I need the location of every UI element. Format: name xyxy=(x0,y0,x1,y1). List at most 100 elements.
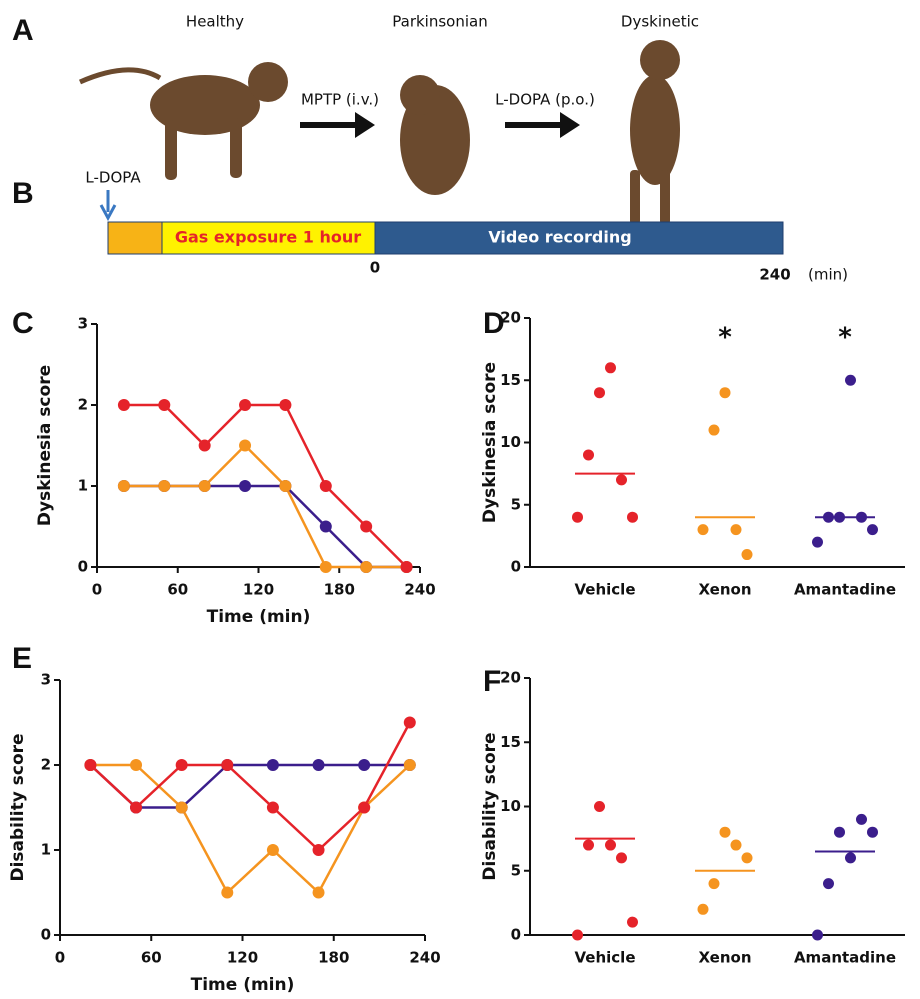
data-point xyxy=(708,424,720,436)
y-tick-label: 2 xyxy=(41,756,51,774)
data-point xyxy=(358,759,371,771)
data-point xyxy=(198,439,211,452)
y-tick-label: 0 xyxy=(511,558,521,576)
data-point xyxy=(697,903,709,915)
bar-segment xyxy=(374,221,784,255)
time-label: 240 xyxy=(759,266,790,284)
panel-letter: F xyxy=(483,665,501,698)
x-axis-label: Time (min) xyxy=(207,607,311,627)
x-tick-label: Vehicle xyxy=(575,949,636,967)
data-point xyxy=(266,759,279,771)
gas-label: Gas exposure 1 hour xyxy=(175,228,361,247)
data-point xyxy=(834,826,845,838)
data-point xyxy=(856,813,867,825)
x-tick-label: 120 xyxy=(227,949,258,967)
data-point xyxy=(400,561,413,573)
data-point xyxy=(130,759,143,771)
series-line xyxy=(89,721,411,852)
y-axis-label: Dyskinesia score xyxy=(480,362,500,523)
y-tick-label: 10 xyxy=(500,797,521,815)
data-point xyxy=(403,759,416,771)
y-tick-label: 5 xyxy=(511,495,521,513)
marker-label: L-DOPA xyxy=(85,169,141,187)
data-point xyxy=(572,929,583,941)
data-point xyxy=(583,449,594,461)
data-point xyxy=(823,878,834,890)
panel-letter: E xyxy=(12,642,32,675)
data-point xyxy=(358,801,371,814)
data-point xyxy=(719,387,731,399)
data-point xyxy=(319,561,332,573)
data-point xyxy=(605,839,616,851)
y-tick-label: 1 xyxy=(78,477,88,495)
x-tick-label: 0 xyxy=(55,949,65,967)
significance-marker: * xyxy=(838,323,852,353)
data-point xyxy=(812,929,823,941)
x-tick-label: Xenon xyxy=(699,949,752,967)
x-tick-label: Vehicle xyxy=(575,581,636,599)
data-point xyxy=(616,852,627,864)
data-point xyxy=(175,801,188,814)
data-point xyxy=(319,480,332,492)
x-tick-label: 180 xyxy=(318,949,349,967)
data-point xyxy=(266,844,279,856)
stage-label: Parkinsonian xyxy=(392,13,487,31)
y-tick-label: 15 xyxy=(500,733,521,751)
x-tick-label: 240 xyxy=(409,949,440,967)
significance-marker: * xyxy=(718,323,732,353)
panel-letter: A xyxy=(12,14,34,47)
arrow-label: MPTP (i.v.) xyxy=(301,91,379,109)
data-point xyxy=(360,561,373,573)
data-point xyxy=(708,878,720,890)
data-point xyxy=(117,399,130,411)
data-point xyxy=(730,524,742,536)
x-tick-label: 240 xyxy=(404,581,435,599)
y-tick-label: 3 xyxy=(78,315,88,333)
x-tick-label: Xenon xyxy=(699,581,752,599)
data-point xyxy=(239,399,252,411)
y-tick-label: 20 xyxy=(500,309,521,327)
data-point xyxy=(845,374,856,386)
x-tick-label: Amantadine xyxy=(794,949,896,967)
y-tick-label: 10 xyxy=(500,433,521,451)
data-point xyxy=(583,839,594,851)
y-axis-label: Dyskinesia score xyxy=(35,365,55,526)
data-point xyxy=(403,716,416,729)
data-point xyxy=(239,439,252,452)
data-point xyxy=(572,511,583,523)
data-point xyxy=(730,839,742,851)
data-point xyxy=(312,844,325,856)
data-point xyxy=(158,399,171,411)
time-label: 0 xyxy=(370,259,380,277)
panel-letter: B xyxy=(12,177,34,210)
data-point xyxy=(741,852,753,864)
monkey-illustrations xyxy=(78,40,680,225)
x-axis-label: Time (min) xyxy=(191,975,295,995)
data-point xyxy=(627,916,638,928)
data-point xyxy=(312,759,325,771)
data-point xyxy=(84,759,97,771)
data-point xyxy=(221,886,234,899)
arrow xyxy=(300,112,375,138)
y-tick-label: 3 xyxy=(41,671,51,689)
y-axis-label: Disability score xyxy=(8,733,28,881)
data-point xyxy=(697,524,709,536)
data-point xyxy=(812,536,823,548)
data-point xyxy=(605,362,616,374)
data-point xyxy=(117,480,130,492)
data-point xyxy=(867,524,878,536)
series-line xyxy=(123,403,408,568)
x-tick-label: 60 xyxy=(167,581,188,599)
data-point xyxy=(719,826,731,838)
data-point xyxy=(319,520,332,533)
data-point xyxy=(867,826,878,838)
bar-segment xyxy=(161,221,376,255)
y-tick-label: 0 xyxy=(511,926,521,944)
y-tick-label: 5 xyxy=(511,861,521,879)
data-point xyxy=(627,511,638,523)
data-point xyxy=(279,399,292,411)
bar-segment xyxy=(107,221,163,255)
data-point xyxy=(616,474,627,486)
x-tick-label: 0 xyxy=(92,581,102,599)
x-tick-label: 120 xyxy=(243,581,274,599)
